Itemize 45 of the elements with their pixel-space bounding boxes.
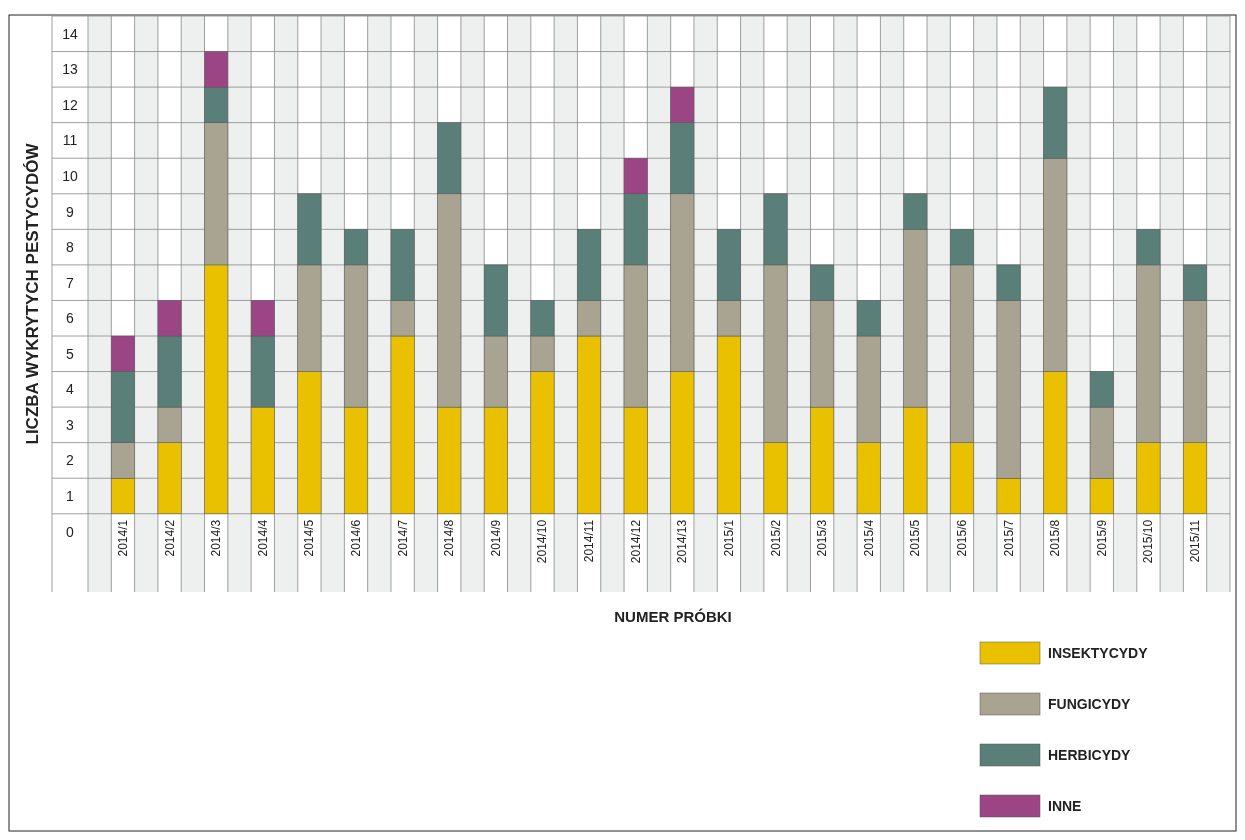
y-tick-label: 11 [62, 132, 78, 149]
legend-label: FUNGICYDY [1048, 696, 1132, 712]
x-tick-label: 2014/8 [442, 519, 457, 557]
y-tick-label: 14 [62, 25, 78, 42]
x-tick-label: 2015/1 [721, 519, 736, 557]
y-tick-label: 1 [66, 488, 75, 504]
y-tick-label: 2 [66, 452, 75, 469]
y-tick-label: 0 [66, 523, 75, 540]
x-tick-label: 2015/11 [1188, 519, 1203, 563]
x-tick-label: 2015/8 [1048, 519, 1063, 557]
y-tick-label: 6 [66, 310, 75, 327]
x-tick-label: 2015/7 [1001, 519, 1016, 557]
y-tick-label: 9 [66, 203, 75, 220]
x-tick-label: 2014/9 [488, 519, 503, 557]
y-tick-label: 5 [66, 345, 75, 362]
x-tick-label: 2015/6 [954, 519, 969, 557]
x-tick-label: 2014/6 [349, 519, 364, 557]
x-tick-label: 2014/13 [675, 519, 690, 564]
y-axis-title: LICZBA WYKRYTYCH PESTYCYDÓW [22, 142, 42, 445]
x-tick-label: 2015/3 [815, 519, 830, 557]
y-tick-label: 13 [62, 61, 78, 78]
x-tick-label: 2015/2 [768, 519, 783, 557]
y-tick-label: 8 [66, 239, 75, 256]
x-tick-label: 2015/10 [1141, 519, 1156, 564]
x-axis-title: NUMER PRÓBKI [614, 608, 732, 625]
y-tick-label: 7 [66, 274, 75, 291]
legend-label: HERBICYDY [1048, 747, 1132, 763]
x-tick-label: 2014/1 [115, 519, 130, 557]
x-tick-label: 2015/4 [861, 519, 876, 557]
x-tick-label: 2015/5 [908, 519, 923, 557]
y-tick-label: 10 [62, 168, 78, 184]
x-tick-label: 2014/4 [255, 519, 270, 557]
x-tick-label: 2014/2 [162, 519, 177, 557]
x-tick-label: 2014/12 [628, 519, 643, 564]
y-tick-label: 3 [66, 416, 75, 433]
legend-label: INSEKTYCYDY [1048, 645, 1149, 661]
x-tick-label: 2014/11 [582, 519, 597, 563]
x-tick-label: 2015/9 [1094, 519, 1109, 557]
y-tick-label: 12 [62, 96, 78, 113]
x-tick-label: 2014/3 [209, 519, 224, 557]
y-tick-label: 4 [66, 381, 75, 398]
x-tick-label: 2014/5 [302, 519, 317, 557]
x-tick-label: 2014/10 [535, 519, 550, 564]
legend-label: INNE [1048, 798, 1082, 814]
x-tick-label: 2014/7 [395, 519, 410, 557]
